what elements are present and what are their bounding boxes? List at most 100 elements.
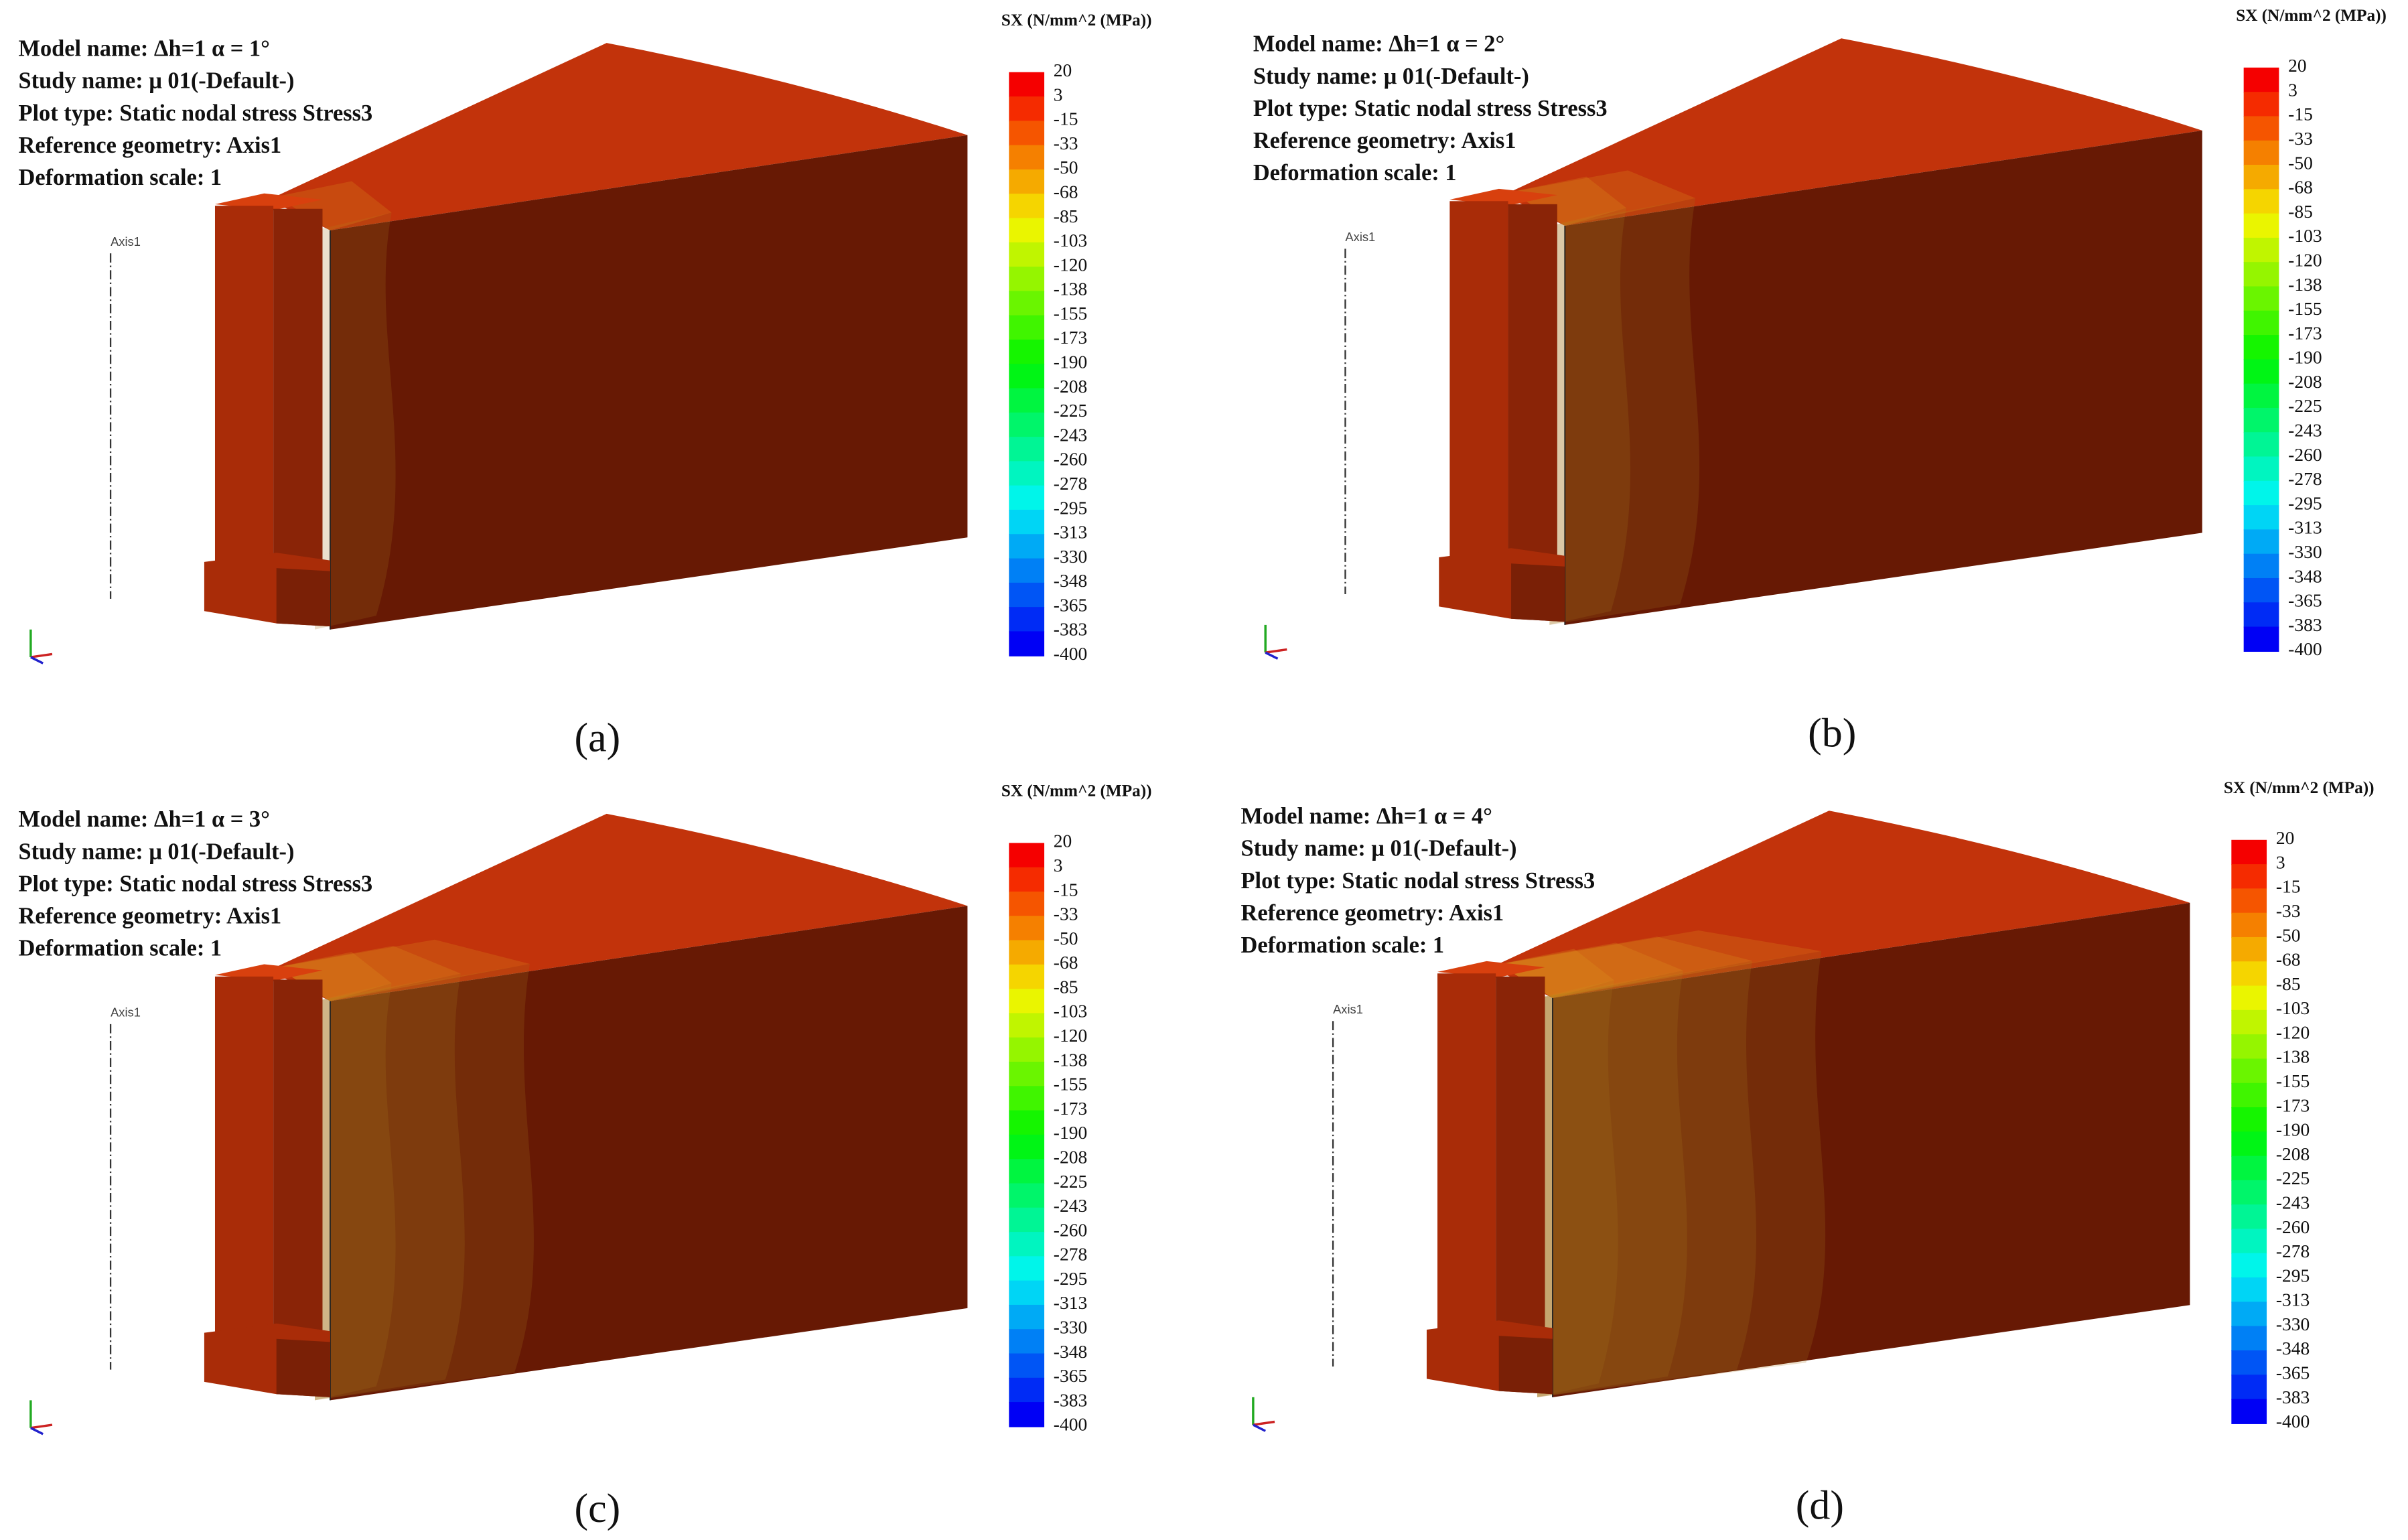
legend-label: 20 xyxy=(2288,55,2307,76)
triad-z xyxy=(1253,1423,1266,1432)
legend-label: -138 xyxy=(1054,279,1087,299)
legend-swatch xyxy=(2243,480,2279,506)
legend-swatch xyxy=(1009,1377,1045,1403)
info-line: Deformation scale: 1 xyxy=(19,936,222,961)
legend-label: -260 xyxy=(1054,449,1087,470)
legend-label: -85 xyxy=(1054,206,1078,226)
legend-label: -260 xyxy=(1054,1219,1087,1240)
info-line: Model name: Δh=1 α = 2° xyxy=(1253,31,1504,57)
info-line: Plot type: Static nodal stress Stress3 xyxy=(19,871,373,896)
legend-swatch xyxy=(1009,267,1045,292)
legend-label: -365 xyxy=(2276,1362,2310,1383)
axis-label: Axis1 xyxy=(1345,230,1375,244)
info-line: Model name: Δh=1 α = 1° xyxy=(19,36,270,62)
legend-label: -120 xyxy=(1054,1025,1087,1046)
info-line: Study name: μ 01(-Default-) xyxy=(1253,64,1529,89)
legend-swatch xyxy=(2243,237,2279,263)
legend-swatch xyxy=(1009,1086,1045,1111)
base-face xyxy=(1511,563,1565,622)
axis-label: Axis1 xyxy=(111,1005,141,1020)
legend-swatch xyxy=(2243,456,2279,482)
legend-label: -278 xyxy=(1054,1244,1087,1265)
legend-label: -103 xyxy=(1054,1001,1087,1022)
legend-label: -330 xyxy=(2288,541,2322,562)
top-face xyxy=(269,43,968,230)
legend-swatch xyxy=(2243,626,2279,652)
legend-swatch xyxy=(2243,116,2279,141)
legend-swatch xyxy=(2231,839,2267,865)
caption: (c) xyxy=(575,1486,621,1531)
legend-label: -260 xyxy=(2276,1216,2310,1237)
legend-label: -313 xyxy=(1054,522,1087,543)
info-line: Reference geometry: Axis1 xyxy=(1241,900,1504,926)
legend-label: -278 xyxy=(2276,1241,2310,1261)
legend-swatch xyxy=(1009,509,1045,535)
legend-label: -243 xyxy=(1054,1195,1087,1216)
legend-label: -155 xyxy=(1054,1074,1087,1095)
legend-swatch xyxy=(1009,1013,1045,1038)
legend-label: -348 xyxy=(2276,1338,2310,1358)
legend-swatch xyxy=(1009,388,1045,413)
stress-contour-top xyxy=(1511,170,1696,226)
legend-label: -68 xyxy=(2276,949,2301,970)
stress-contour xyxy=(315,973,465,1401)
legend-label: -85 xyxy=(1054,976,1078,997)
legend-swatch xyxy=(2243,92,2279,117)
stress-contour xyxy=(1537,970,1687,1397)
front-face xyxy=(330,906,968,1401)
rim xyxy=(1449,201,1508,570)
base-face xyxy=(276,568,330,627)
legend-swatch xyxy=(1009,1232,1045,1257)
info-line: Deformation scale: 1 xyxy=(19,165,222,190)
legend-label: -68 xyxy=(2288,177,2313,198)
legend-label: -400 xyxy=(1054,643,1087,664)
legend-label: -208 xyxy=(1054,1146,1087,1167)
legend-label: -348 xyxy=(1054,1341,1087,1362)
base-face xyxy=(1498,1336,1553,1395)
legend-label: -225 xyxy=(2288,395,2322,416)
result-panel: Axis1 Model name: Δh=1 α = 4° Study name: … xyxy=(1241,779,2375,1528)
triad-z xyxy=(30,656,44,664)
info-line: Study name: μ 01(-Default-) xyxy=(19,839,295,864)
result-panel: Axis1 Model name: Δh=1 α = 1° Study name: … xyxy=(19,11,1152,760)
rim xyxy=(1437,973,1496,1342)
legend-label: -295 xyxy=(2288,492,2322,513)
legend-swatch xyxy=(1009,339,1045,365)
legend-swatch xyxy=(1009,891,1045,917)
legend-swatch xyxy=(1009,1280,1045,1306)
legend-title: SX (N/mm^2 (MPa)) xyxy=(2236,7,2387,25)
legend-label: -295 xyxy=(2276,1265,2310,1285)
legend-swatch xyxy=(2243,505,2279,531)
legend-label: -173 xyxy=(1054,1098,1087,1119)
info-line: Reference geometry: Axis1 xyxy=(1253,128,1516,153)
legend-swatch xyxy=(1009,315,1045,341)
stress-contour-top xyxy=(1498,936,1753,998)
legend-swatch xyxy=(1009,1304,1045,1330)
stress-contour-top xyxy=(1498,930,1822,998)
legend-swatch xyxy=(2243,383,2279,409)
legend-swatch xyxy=(1009,843,1045,868)
legend-swatch xyxy=(2231,1399,2267,1424)
triad-x xyxy=(1253,1420,1275,1426)
front-face xyxy=(1565,130,2202,625)
legend-swatch xyxy=(1009,437,1045,462)
stress-contour xyxy=(1537,980,1618,1397)
legend-swatch xyxy=(2231,912,2267,938)
legend-label: -365 xyxy=(1054,1365,1087,1386)
front-face xyxy=(1552,902,2190,1397)
info-line: Study name: μ 01(-Default-) xyxy=(19,68,295,94)
legend-swatch xyxy=(1009,121,1045,146)
legend-label: -120 xyxy=(1054,254,1087,275)
legend-title: SX (N/mm^2 (MPa)) xyxy=(1001,11,1152,29)
legend-label: -243 xyxy=(1054,424,1087,445)
stress-contour-top xyxy=(276,181,392,230)
legend-swatch xyxy=(2231,1107,2267,1133)
legend-swatch xyxy=(1009,461,1045,486)
legend-swatch xyxy=(2231,1229,2267,1254)
legend-swatch xyxy=(1009,989,1045,1014)
legend-swatch xyxy=(2231,985,2267,1011)
legend-swatch xyxy=(1009,940,1045,965)
result-panel: Axis1 Model name: Δh=1 α = 2° Study name: … xyxy=(1253,7,2387,756)
legend-swatch xyxy=(2231,1058,2267,1084)
legend-swatch xyxy=(2243,286,2279,311)
